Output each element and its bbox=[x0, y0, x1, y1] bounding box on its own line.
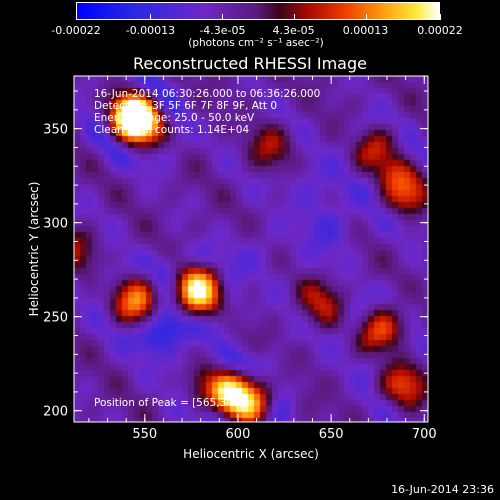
y-tick-label: 250 bbox=[43, 311, 68, 326]
y-axis-label: Heliocentric Y (arcsec) bbox=[27, 181, 41, 317]
plot-frame bbox=[73, 75, 429, 423]
colorbar bbox=[76, 2, 440, 20]
info-line: Clean Total counts: 1.14E+04 bbox=[94, 124, 250, 136]
colorbar-tick-label: 4.3e-05 bbox=[272, 24, 315, 37]
footer-timestamp: 16-Jun-2014 23:36 bbox=[391, 483, 494, 496]
colorbar-unit-label: (photons cm⁻² s⁻¹ asec⁻²) bbox=[188, 37, 324, 49]
colorbar-tick bbox=[293, 14, 295, 20]
colorbar-tick-label: -4.3e-05 bbox=[199, 24, 246, 37]
colorbar-tick bbox=[222, 14, 224, 20]
colorbar-tick-label: -0.00022 bbox=[51, 24, 101, 37]
heatmap-image bbox=[74, 76, 428, 422]
colorbar-tick bbox=[150, 14, 152, 20]
x-tick-label: 600 bbox=[226, 427, 251, 442]
x-axis-label: Heliocentric X (arcsec) bbox=[183, 447, 319, 461]
peak-position-label: Position of Peak = [565,345] bbox=[94, 397, 244, 409]
info-line: Detectors: 3F 5F 6F 7F 8F 9F, Att 0 bbox=[94, 100, 278, 112]
info-line: Energy Range: 25.0 - 50.0 keV bbox=[94, 112, 255, 124]
info-line: 16-Jun-2014 06:30:26.000 to 06:36:26.000 bbox=[94, 88, 321, 100]
colorbar-tick bbox=[440, 14, 441, 20]
chart-title: Reconstructed RHESSI Image bbox=[133, 54, 367, 73]
y-tick-label: 300 bbox=[43, 217, 68, 232]
x-tick-label: 650 bbox=[319, 427, 344, 442]
info-block: 16-Jun-2014 06:30:26.000 to 06:36:26.000… bbox=[94, 88, 320, 136]
colorbar-tick bbox=[365, 14, 367, 20]
colorbar-tick-label: 0.00013 bbox=[342, 24, 389, 37]
x-tick-label: 550 bbox=[132, 427, 157, 442]
y-tick-label: 350 bbox=[43, 123, 68, 138]
x-tick-label: 700 bbox=[412, 427, 437, 442]
colorbar-tick bbox=[76, 14, 77, 20]
colorbar-tick-label: 0.00022 bbox=[417, 24, 463, 37]
plot-area bbox=[74, 76, 428, 422]
colorbar-tick-label: -0.00013 bbox=[125, 24, 176, 37]
y-tick-label: 200 bbox=[43, 405, 68, 420]
